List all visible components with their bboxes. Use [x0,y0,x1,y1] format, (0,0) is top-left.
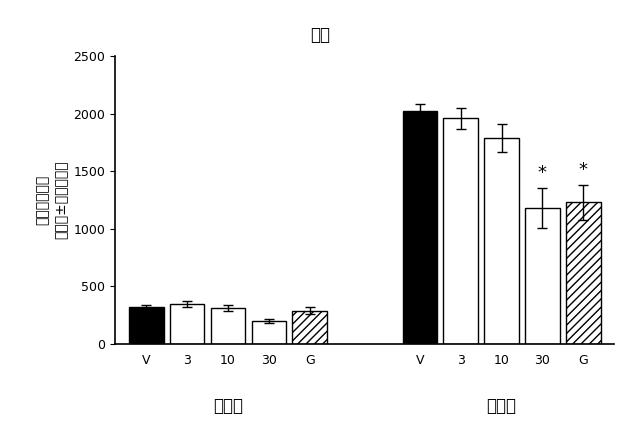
Bar [170,304,204,344]
Y-axis label: フリンチ回数
（平均±標準誤差）: フリンチ回数 （平均±標準誤差） [36,161,68,239]
Bar [403,111,437,344]
Bar [292,310,327,344]
Bar [484,138,519,344]
Text: 第２相: 第２相 [486,397,516,415]
Text: *: * [579,161,588,178]
Bar [252,321,286,344]
Text: 図３: 図３ [310,26,330,44]
Text: 第１相: 第１相 [213,397,243,415]
Text: *: * [538,164,547,182]
Bar [211,308,245,344]
Bar [566,202,600,344]
Bar [444,118,478,344]
Bar [525,208,560,344]
Bar [129,307,164,344]
